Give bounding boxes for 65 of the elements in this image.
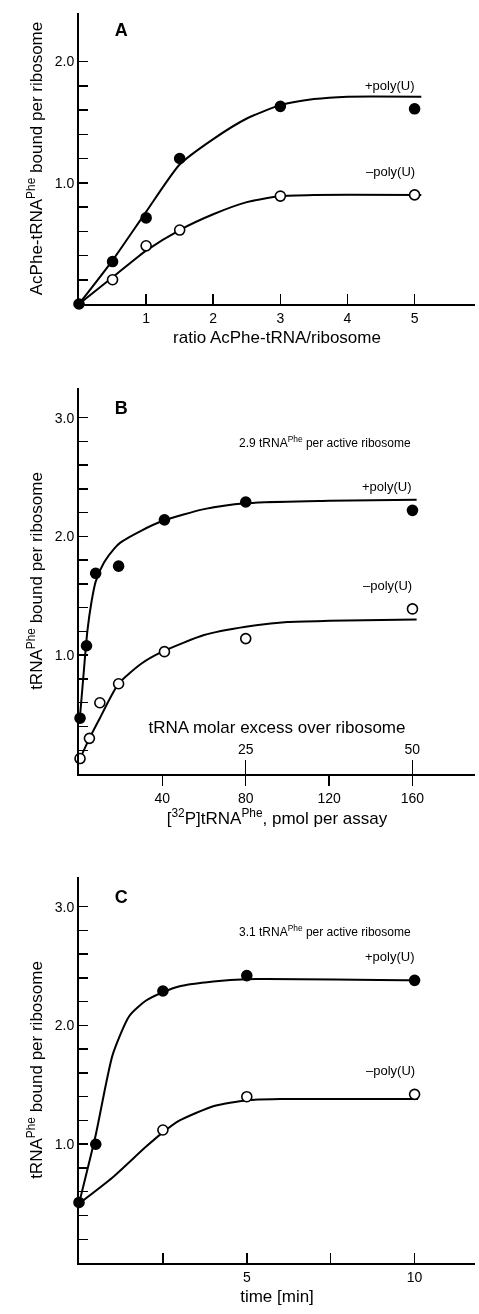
x-tick-label: 2	[209, 309, 218, 326]
point	[106, 255, 119, 268]
x-tick-label: 160	[400, 789, 425, 806]
point	[106, 273, 119, 286]
point	[112, 677, 125, 690]
point	[173, 152, 186, 165]
y-tick-label: 2.0	[54, 528, 75, 545]
point	[158, 645, 171, 658]
x2-tick-label: 25	[237, 741, 254, 758]
x-tick-label: 5	[242, 1268, 251, 1285]
x-axis-title: ratio AcPhe-tRNA/ribosome	[173, 327, 381, 347]
point	[408, 189, 421, 201]
point	[241, 1090, 253, 1103]
x-tick-label: 4	[343, 309, 352, 326]
y-tick-label: 1.0	[54, 1136, 75, 1153]
series-label: +poly(U)	[365, 949, 415, 964]
point	[94, 696, 106, 709]
point	[239, 632, 252, 645]
x-tick-label: 80	[237, 789, 254, 806]
point	[140, 240, 152, 252]
x-tick-label: 10	[406, 1268, 423, 1285]
point	[274, 100, 287, 113]
chart-title: A	[114, 19, 128, 40]
x-tick-label: 1	[142, 309, 151, 326]
x-axis-title: time [min]	[240, 1286, 314, 1306]
point	[80, 639, 93, 652]
point	[408, 974, 421, 987]
point	[158, 514, 171, 526]
point	[408, 1088, 421, 1101]
point	[140, 212, 152, 224]
text: C	[114, 887, 128, 908]
point	[89, 567, 102, 580]
y-tick-label: 2.0	[54, 1017, 75, 1034]
x-tick-label: 3	[276, 309, 285, 326]
y-tick-label: 1.0	[54, 647, 75, 664]
x-axis-title: [$^{32}$P]tRNA$^{Phe}$, pmol per assay	[166, 805, 388, 828]
x-tick-label: 40	[154, 789, 171, 806]
y-tick-label: 2.0	[54, 53, 75, 70]
series-label: –poly(U)	[366, 1063, 416, 1078]
point	[406, 603, 419, 615]
series-label: –poly(U)	[363, 578, 413, 593]
x-tick-label: 120	[317, 789, 341, 806]
text: B	[114, 398, 128, 419]
point	[83, 732, 96, 745]
point	[406, 504, 419, 517]
point	[157, 1124, 169, 1136]
point	[112, 560, 125, 572]
series-label: +poly(U)	[362, 479, 412, 494]
y-tick-label: 3.0	[54, 898, 75, 915]
series-label: –poly(U)	[366, 164, 416, 179]
annotation: 3.1 tRNA$^{Phe}$ per active ribosome	[239, 923, 411, 940]
point	[239, 496, 252, 508]
point	[408, 102, 421, 115]
y-tick-label: 1.0	[54, 174, 75, 191]
annotation: 2.9 tRNA$^{Phe}$ per active ribosome	[239, 434, 411, 451]
point	[89, 1138, 102, 1151]
y-tick-label: 3.0	[54, 409, 75, 426]
series-label: +poly(U)	[365, 78, 415, 93]
x2-axis-title: tRNA molar excess over ribosome	[148, 717, 406, 737]
point	[241, 969, 253, 982]
point	[274, 190, 287, 202]
x2-tick-label: 50	[404, 741, 421, 758]
x-tick-label: 5	[410, 309, 419, 326]
point	[157, 985, 169, 997]
point	[173, 224, 186, 236]
